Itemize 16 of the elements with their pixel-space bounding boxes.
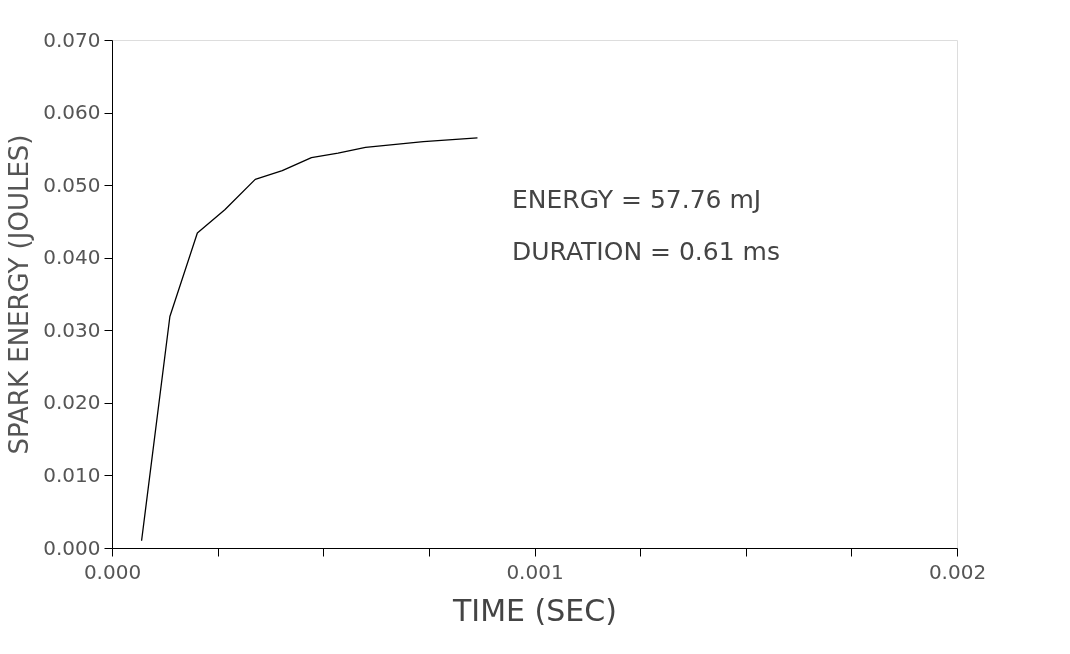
y-tick-label: 0.050 bbox=[43, 172, 101, 197]
line-series bbox=[140, 137, 479, 542]
y-axis-title: SPARK ENERGY (JOULES) bbox=[4, 134, 35, 455]
x-tick-label: 0.002 bbox=[928, 559, 987, 584]
y-tick-label: 0.060 bbox=[43, 100, 101, 125]
annotation: DURATION = 0.61 ms bbox=[512, 237, 780, 266]
annotation: ENERGY = 57.76 mJ bbox=[512, 185, 762, 214]
x-axis-title: TIME (SEC) bbox=[452, 592, 617, 628]
y-tick-label: 0.020 bbox=[43, 390, 101, 415]
x-tick-label: 0.001 bbox=[506, 559, 564, 584]
y-tick-label: 0.030 bbox=[43, 317, 101, 342]
x-tick-label: 0.000 bbox=[83, 559, 142, 584]
y-tick-label: 0.070 bbox=[43, 27, 101, 52]
y-tick-label: 0.040 bbox=[43, 245, 101, 270]
y-tick-label: 0.000 bbox=[43, 535, 101, 560]
y-tick-label: 0.010 bbox=[43, 462, 101, 487]
